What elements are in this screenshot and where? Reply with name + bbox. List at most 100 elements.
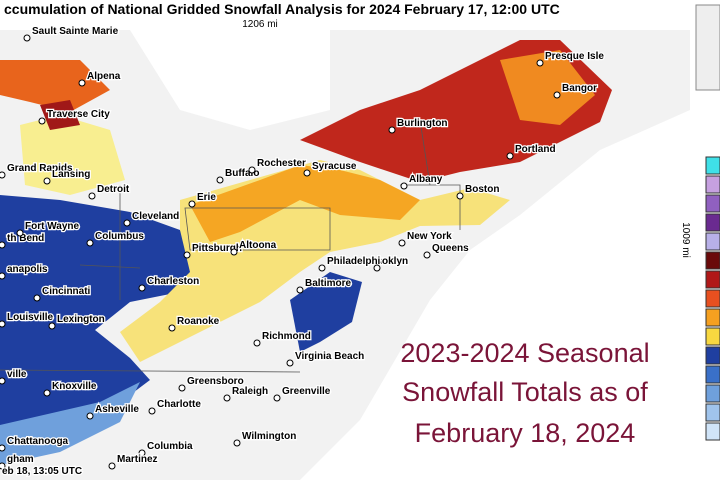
overlay-line: Snowfall Totals as of <box>402 377 648 407</box>
state-lines <box>0 119 461 373</box>
city-label: Alpena <box>87 71 121 82</box>
snow-blue <box>0 195 200 432</box>
snow-light-blue <box>0 382 140 465</box>
city-dot <box>233 439 241 447</box>
city-dot <box>216 176 224 184</box>
legend-swatch <box>705 403 720 422</box>
city-label: Cleveland <box>132 211 179 222</box>
city-dot <box>318 264 326 272</box>
city-label: Presque Isle <box>545 51 604 62</box>
city-label: oklyn <box>382 256 408 267</box>
snow-yellow <box>20 115 125 195</box>
snow-red <box>40 100 80 130</box>
city-label: Albany <box>409 174 443 185</box>
city-label: Pittsburgh <box>192 243 242 254</box>
scale-x: 1206 mi <box>242 19 278 30</box>
city-dot <box>223 394 231 402</box>
city-label: anapolis <box>7 264 48 275</box>
city-label: Virginia Beach <box>295 351 364 362</box>
city-dot <box>0 462 6 470</box>
city-dot <box>553 91 561 99</box>
city-dot <box>536 59 544 67</box>
overlay-line: February 18, 2024 <box>415 418 636 448</box>
legend-swatch <box>705 251 720 270</box>
city-dot <box>138 284 146 292</box>
city-dot <box>398 239 406 247</box>
city-label: Columbus <box>95 231 144 242</box>
city-labels: Sault Sainte Marie Alpena Traverse City Gra… <box>0 25 606 470</box>
city-label: Grand Rapids <box>7 163 73 174</box>
city-label: Chattanooga <box>7 436 69 447</box>
city-label: Sault Sainte Marie <box>32 26 119 37</box>
city-label: Boston <box>465 184 499 195</box>
city-label: Syracuse <box>312 161 357 172</box>
city-label: Louisville <box>7 312 54 323</box>
snow-orange <box>500 50 595 125</box>
legend-swatch <box>705 156 720 175</box>
city-label: Detroit <box>97 184 130 195</box>
city-label: Altoona <box>239 240 277 251</box>
city-dot <box>286 359 294 367</box>
city-dot <box>123 219 131 227</box>
city-dot <box>0 444 6 452</box>
legend-swatch <box>705 194 720 213</box>
city-label: Fort Wayne <box>25 221 80 232</box>
overlay-line: 2023-2024 Seasonal <box>400 338 649 368</box>
ocean <box>300 110 690 480</box>
legend-swatch <box>705 422 720 441</box>
city-dot <box>0 171 6 179</box>
city-dot <box>86 412 94 420</box>
city-label: gham <box>7 454 34 465</box>
city-dot <box>88 192 96 200</box>
city-dot <box>108 462 116 470</box>
city-dot <box>43 177 51 185</box>
city-label: Rochester <box>257 158 306 169</box>
city-dot <box>373 264 381 272</box>
city-label: Philadelphia <box>327 256 386 267</box>
city-label: Columbia <box>147 441 193 452</box>
city-label: Burlington <box>397 118 448 129</box>
city-dot <box>43 389 51 397</box>
city-dot <box>273 394 281 402</box>
city-dot <box>0 320 6 328</box>
city-dot <box>138 449 146 457</box>
city-dot <box>86 239 94 247</box>
city-label: New York <box>407 231 452 242</box>
city-label: Cincinnati <box>42 286 91 297</box>
city-label: Portland <box>515 144 556 155</box>
city-dot <box>388 126 396 134</box>
city-dot <box>148 407 156 415</box>
title: ccumulation of National Gridded Snowfall… <box>4 1 560 17</box>
legend-swatch <box>705 365 720 384</box>
city-dot <box>296 286 304 294</box>
city-label: Charleston <box>147 276 199 287</box>
city-dot <box>230 248 238 256</box>
scale-y: 1009 mi <box>680 222 691 258</box>
legend-swatch <box>705 384 720 403</box>
legend-swatch <box>705 213 720 232</box>
city-label: Greensboro <box>187 376 244 387</box>
city-label: Queens <box>432 243 469 254</box>
city-dot <box>456 192 464 200</box>
title-bar <box>0 0 690 30</box>
city-dot <box>168 324 176 332</box>
city-dot <box>400 182 408 190</box>
city-label: ville <box>7 369 27 380</box>
city-label: Erie <box>197 192 216 203</box>
city-label: Wilmington <box>242 431 296 442</box>
legend <box>705 156 720 441</box>
city-label: Roanoke <box>177 316 220 327</box>
city-label: Charlotte <box>157 399 201 410</box>
city-dot <box>423 251 431 259</box>
inset-map <box>695 4 720 91</box>
lake <box>130 30 330 130</box>
city-dot <box>78 79 86 87</box>
city-label: Richmond <box>262 331 311 342</box>
city-dot <box>23 34 31 42</box>
city-label: Knoxville <box>52 381 97 392</box>
city-label: Baltimore <box>305 278 352 289</box>
legend-swatch <box>705 232 720 251</box>
legend-swatch <box>705 175 720 194</box>
footer: eb 18, 13:05 UTC <box>2 466 82 477</box>
